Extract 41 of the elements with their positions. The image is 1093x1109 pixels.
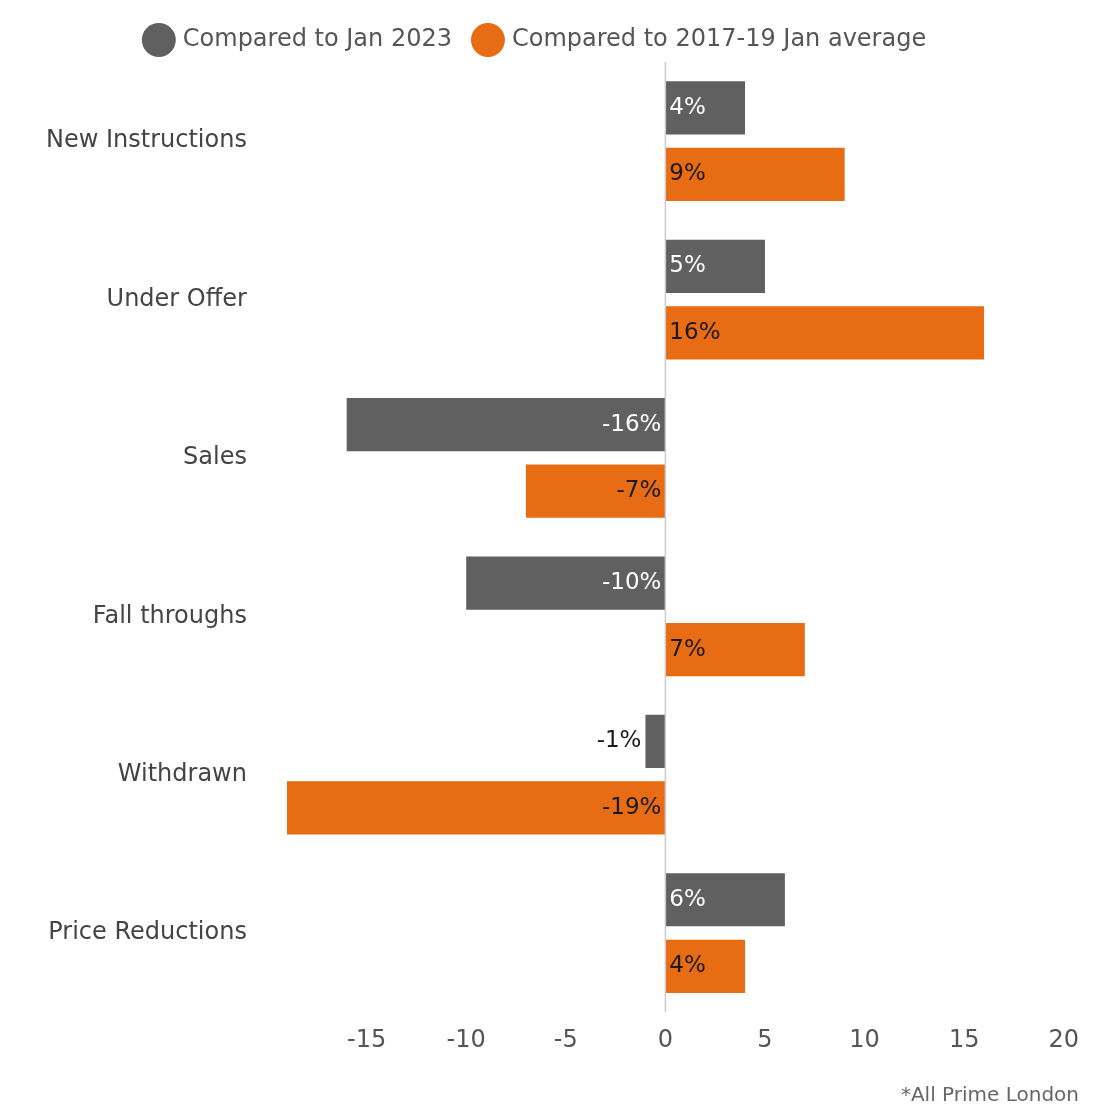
y-tick-label: Price Reductions <box>48 917 247 946</box>
x-tick-label: -15 <box>347 1024 387 1053</box>
x-tick-label: 0 <box>657 1024 674 1053</box>
x-tick-label: -10 <box>446 1024 486 1053</box>
y-tick-label: Sales <box>183 442 247 471</box>
bar <box>665 147 845 202</box>
data-label: 9% <box>669 159 706 186</box>
y-tick-label: Under Offer <box>106 283 248 312</box>
legend-label: Compared to 2017-19 Jan average <box>511 24 927 53</box>
data-label: -10% <box>601 568 662 594</box>
bar <box>665 81 746 135</box>
data-label: 5% <box>669 251 706 278</box>
data-label: -19% <box>601 792 662 819</box>
y-tick-label: New Instructions <box>45 125 247 154</box>
bar <box>665 873 785 927</box>
legend-label: Compared to Jan 2023 <box>182 24 452 53</box>
y-tick-label: Fall throughs <box>92 600 247 629</box>
data-label: -16% <box>601 409 662 436</box>
bar <box>665 239 765 293</box>
bar <box>665 622 805 677</box>
x-tick-label: 10 <box>849 1024 880 1053</box>
bar <box>645 714 666 768</box>
y-tick-label: Withdrawn <box>117 758 247 787</box>
bar <box>665 306 985 360</box>
bar <box>665 939 746 993</box>
data-label: 4% <box>669 951 706 978</box>
text: *All Prime London <box>900 1082 1079 1106</box>
data-label: 7% <box>669 634 706 661</box>
data-label: -7% <box>616 476 662 503</box>
data-label: -1% <box>596 726 642 753</box>
x-tick-label: 15 <box>948 1024 980 1053</box>
bar <box>346 398 666 452</box>
x-tick-label: -5 <box>553 1024 578 1053</box>
bar <box>286 781 666 835</box>
x-tick-label: 5 <box>757 1024 773 1053</box>
bar <box>525 464 666 518</box>
data-label: 16% <box>669 317 721 344</box>
x-tick-label: 20 <box>1048 1024 1079 1053</box>
data-label: 6% <box>669 884 706 911</box>
data-label: 4% <box>669 92 706 119</box>
bar <box>466 556 666 610</box>
